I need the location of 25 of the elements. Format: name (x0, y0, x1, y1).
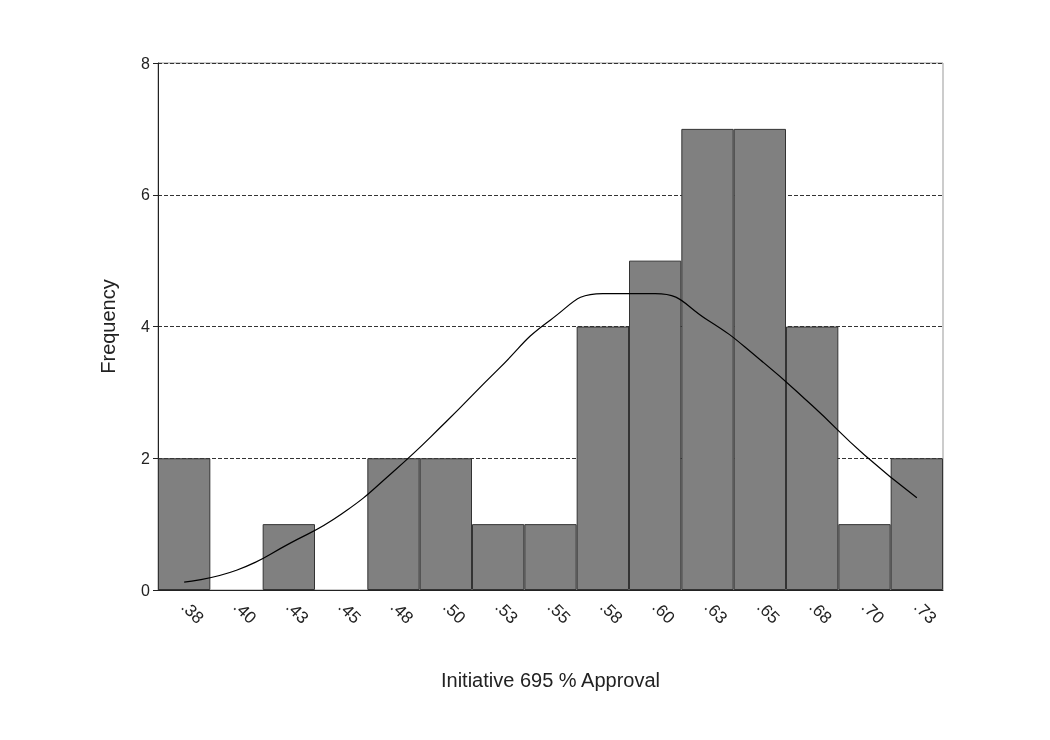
x-tick-label: .60 (648, 597, 679, 628)
y-axis-title: Frequency (97, 279, 119, 374)
x-tick-label: .43 (282, 597, 313, 628)
x-tick-label: .63 (700, 597, 731, 628)
x-tick-label: .38 (177, 597, 208, 628)
y-tick-label: 0 (141, 581, 151, 599)
x-tick-label: .50 (439, 597, 470, 628)
x-tick-label: .58 (596, 597, 627, 628)
x-tick-label: .55 (543, 597, 574, 628)
x-tick-label: .53 (491, 597, 522, 628)
x-axis-title: Initiative 695 % Approval (440, 669, 661, 691)
y-tick-label: 6 (141, 186, 151, 204)
x-tick-label: .65 (753, 597, 784, 628)
x-tick-label: .70 (857, 597, 888, 628)
x-tick-label: .40 (229, 597, 260, 628)
y-tick-label: 8 (141, 54, 151, 72)
x-tick-label: .45 (334, 597, 365, 628)
y-tick-label: 4 (141, 318, 151, 335)
x-tick-label: .68 (805, 597, 836, 628)
x-tick-label: .73 (910, 597, 941, 628)
x-tick-label: .48 (386, 597, 417, 628)
y-tick-label: 2 (141, 449, 151, 467)
line-series (183, 292, 918, 583)
bar (262, 524, 315, 590)
bar (158, 458, 211, 590)
